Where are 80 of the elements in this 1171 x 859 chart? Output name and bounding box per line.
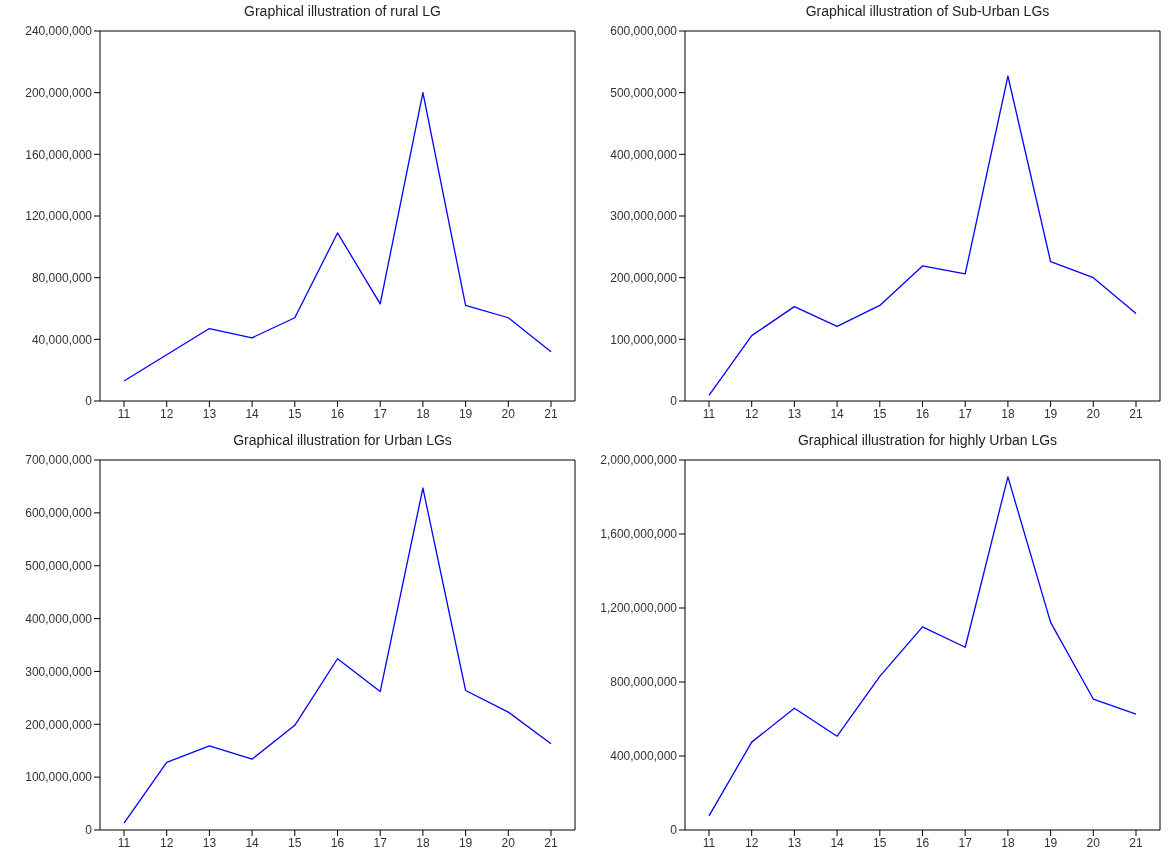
y-tick-label: 400,000,000 bbox=[610, 749, 678, 764]
line-series bbox=[123, 92, 552, 382]
x-tick-label: 18 bbox=[416, 406, 430, 421]
y-tick-label: 300,000,000 bbox=[610, 209, 678, 224]
x-tick-label: 13 bbox=[787, 406, 802, 421]
x-tick-label: 19 bbox=[1043, 835, 1058, 850]
y-tick-label: 0 bbox=[85, 394, 93, 409]
x-tick-label: 18 bbox=[1001, 835, 1015, 850]
x-tick-label: 18 bbox=[1001, 406, 1015, 421]
x-tick-label: 12 bbox=[160, 406, 174, 421]
x-tick-label: 14 bbox=[245, 406, 260, 421]
y-tick-label: 500,000,000 bbox=[25, 558, 93, 573]
y-tick-label: 200,000,000 bbox=[25, 717, 93, 732]
x-tick-label: 21 bbox=[544, 835, 558, 850]
y-tick-label: 400,000,000 bbox=[610, 147, 678, 162]
y-tick-label: 160,000,000 bbox=[25, 147, 93, 162]
y-tick-label: 120,000,000 bbox=[25, 209, 93, 224]
line-series bbox=[123, 487, 552, 824]
y-tick-label: 300,000,000 bbox=[25, 664, 93, 679]
y-tick-label: 200,000,000 bbox=[25, 85, 93, 100]
x-tick-label: 20 bbox=[1086, 406, 1101, 421]
x-tick-label: 12 bbox=[160, 835, 174, 850]
x-tick-label: 16 bbox=[330, 406, 345, 421]
x-tick-label: 14 bbox=[830, 835, 845, 850]
y-tick-label: 80,000,000 bbox=[31, 270, 93, 285]
x-tick-label: 14 bbox=[830, 406, 845, 421]
y-tick-label: 0 bbox=[85, 823, 93, 838]
y-tick-label: 600,000,000 bbox=[25, 506, 93, 521]
chart-title: Graphical illustration for highly Urban LGs bbox=[796, 431, 1059, 450]
x-tick-label: 18 bbox=[416, 835, 430, 850]
x-tick-label: 13 bbox=[202, 835, 217, 850]
x-tick-label: 11 bbox=[117, 835, 131, 850]
y-tick-label: 0 bbox=[670, 823, 678, 838]
x-tick-label: 17 bbox=[958, 835, 973, 850]
y-tick-label: 240,000,000 bbox=[25, 24, 93, 39]
x-tick-label: 15 bbox=[873, 406, 887, 421]
chart-title: Graphical illustration for Urban LGs bbox=[232, 431, 453, 450]
x-tick-label: 15 bbox=[288, 406, 302, 421]
x-tick-label: 20 bbox=[1086, 835, 1101, 850]
chart-title: Graphical illustration of rural LG bbox=[243, 2, 442, 21]
line-series bbox=[708, 476, 1137, 817]
x-tick-label: 12 bbox=[745, 406, 759, 421]
x-tick-label: 20 bbox=[501, 835, 516, 850]
x-tick-label: 11 bbox=[702, 406, 716, 421]
y-tick-label: 500,000,000 bbox=[610, 85, 678, 100]
x-tick-label: 13 bbox=[787, 835, 802, 850]
x-tick-label: 16 bbox=[915, 835, 930, 850]
x-tick-label: 15 bbox=[288, 835, 302, 850]
y-tick-label: 800,000,000 bbox=[610, 675, 678, 690]
x-tick-label: 20 bbox=[501, 406, 516, 421]
x-tick-label: 17 bbox=[373, 835, 388, 850]
x-tick-label: 19 bbox=[458, 406, 473, 421]
y-tick-label: 400,000,000 bbox=[25, 611, 93, 626]
y-tick-label: 40,000,000 bbox=[31, 332, 93, 347]
y-tick-label: 1,200,000,000 bbox=[600, 601, 678, 616]
x-tick-label: 17 bbox=[373, 406, 388, 421]
y-tick-label: 0 bbox=[670, 394, 678, 409]
x-tick-label: 13 bbox=[202, 406, 217, 421]
y-tick-label: 100,000,000 bbox=[25, 770, 93, 785]
x-tick-label: 21 bbox=[1129, 835, 1143, 850]
x-tick-label: 11 bbox=[702, 835, 716, 850]
y-tick-label: 100,000,000 bbox=[610, 332, 678, 347]
y-tick-label: 700,000,000 bbox=[25, 453, 93, 468]
line-series bbox=[708, 75, 1137, 397]
y-tick-label: 1,600,000,000 bbox=[600, 527, 678, 542]
x-tick-label: 19 bbox=[458, 835, 473, 850]
chart-title: Graphical illustration of Sub-Urban LGs bbox=[804, 2, 1051, 21]
x-tick-label: 12 bbox=[745, 835, 759, 850]
x-tick-label: 19 bbox=[1043, 406, 1058, 421]
x-tick-label: 15 bbox=[873, 835, 887, 850]
y-tick-label: 600,000,000 bbox=[610, 24, 678, 39]
y-tick-label: 200,000,000 bbox=[610, 270, 678, 285]
x-tick-label: 21 bbox=[1129, 406, 1143, 421]
x-tick-label: 16 bbox=[915, 406, 930, 421]
x-tick-label: 16 bbox=[330, 835, 345, 850]
x-tick-label: 11 bbox=[117, 406, 131, 421]
y-tick-label: 2,000,000,000 bbox=[600, 453, 678, 468]
x-tick-label: 14 bbox=[245, 835, 260, 850]
x-tick-label: 17 bbox=[958, 406, 973, 421]
x-tick-label: 21 bbox=[544, 406, 558, 421]
